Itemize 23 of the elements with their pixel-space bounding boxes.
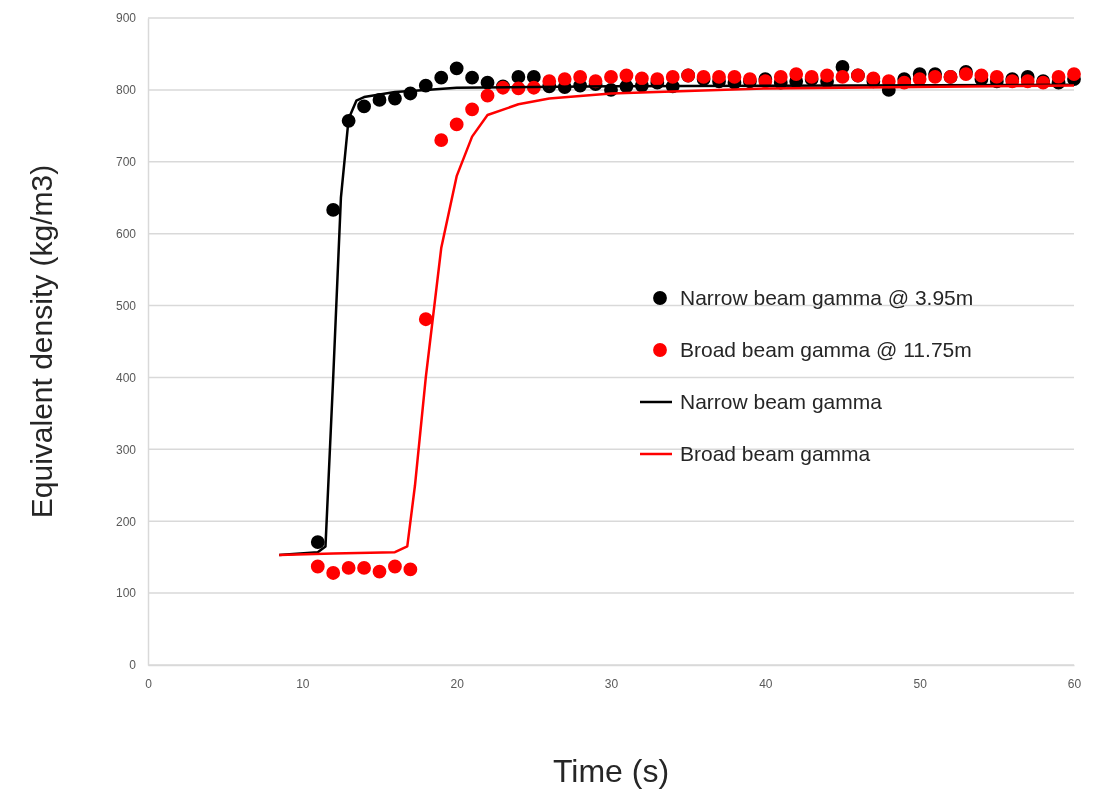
y-tick-label: 400: [115, 370, 137, 385]
y-tick-label: 0: [129, 658, 137, 673]
y-tick-label: 300: [115, 442, 137, 457]
y-axis-title: Equivalent density (kg/m3): [25, 164, 58, 519]
x-tick-label: 0: [145, 676, 153, 691]
x-tick-label: 10: [296, 676, 310, 691]
x-tick-label: 20: [450, 676, 465, 691]
y-tick-label: 600: [115, 227, 137, 242]
y-tick-label: 200: [115, 514, 137, 529]
y-tick-label: 100: [115, 586, 137, 601]
x-tick-label: 50: [913, 676, 928, 691]
y-tick-label: 900: [115, 11, 137, 26]
x-tick-label: 60: [1067, 676, 1082, 691]
x-tick-label: 40: [759, 676, 773, 691]
legend-label: Narrow beam gamma @ 3.95m: [680, 286, 974, 310]
legend-label: Broad beam gamma: [680, 442, 871, 466]
y-tick-label: 500: [115, 298, 137, 313]
x-tick-label: 30: [604, 676, 619, 691]
y-tick-label: 700: [115, 155, 137, 170]
y-tick-label: 800: [115, 83, 137, 98]
x-axis-title: Time (s): [552, 753, 670, 789]
legend-label: Narrow beam gamma: [680, 390, 883, 414]
legend-label: Broad beam gamma @ 11.75m: [680, 338, 972, 362]
